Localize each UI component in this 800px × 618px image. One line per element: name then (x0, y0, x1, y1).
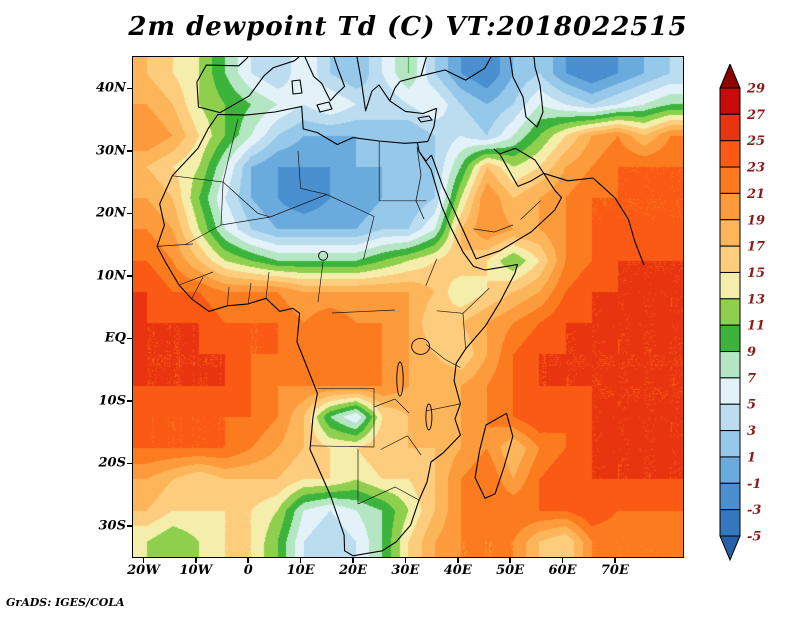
colorbar: 29 27 25 23 21 19 17 15 13 11 9 7 5 3 1 -1 -3 -5 (719, 64, 765, 562)
x-tick-mark (352, 557, 354, 563)
colorbar-segment (719, 219, 741, 247)
y-tick-mark (127, 400, 133, 402)
x-tick-mark (195, 557, 197, 563)
colorbar-segment (719, 377, 741, 405)
colorbar-segment (719, 298, 741, 326)
y-tick-label: 40N (96, 80, 126, 96)
colorbar-label: 27 (746, 108, 765, 123)
colorbar-segment (719, 192, 741, 221)
colorbar-segment (719, 324, 741, 353)
y-tick-label: 20N (96, 205, 126, 221)
credit-text: GrADS: IGES/COLA (6, 596, 125, 609)
y-tick-mark (127, 275, 133, 277)
map-plot-area (132, 56, 684, 558)
y-tick-label: 20S (98, 455, 126, 471)
colorbar-segment (719, 351, 741, 379)
y-tick-label: 10S (98, 393, 126, 409)
y-tick-mark (127, 87, 133, 89)
y-tick-label: 30N (96, 143, 126, 159)
x-tick-mark (457, 557, 459, 563)
x-tick-label: 20E (339, 563, 367, 578)
x-tick-label: 30E (391, 563, 420, 578)
y-tick-label: EQ (104, 330, 126, 346)
x-tick-mark (509, 557, 511, 563)
colorbar-arrow-up (719, 64, 741, 89)
colorbar-label: 29 (746, 82, 765, 97)
colorbar-label: 25 (746, 134, 765, 149)
colorbar-label: 7 (747, 371, 756, 386)
colorbar-segment (719, 509, 741, 537)
x-tick-label: 0 (243, 563, 253, 578)
y-tick-mark (127, 337, 133, 339)
colorbar-label: 9 (747, 345, 756, 360)
x-tick-label: 20W (127, 563, 160, 578)
chart-title: 2m dewpoint Td (C) VT:2018022515 (128, 12, 688, 42)
colorbar-label: 1 (747, 450, 756, 465)
x-tick-label: 10E (286, 563, 315, 578)
y-tick-mark (127, 525, 133, 527)
x-tick-label: 50E (496, 563, 525, 578)
x-tick-mark (614, 557, 616, 563)
y-tick-mark (127, 212, 133, 214)
x-tick-label: 10W (179, 563, 213, 578)
y-tick-mark (127, 462, 133, 464)
colorbar-segment (719, 245, 741, 273)
colorbar-segment (719, 113, 741, 142)
colorbar-label: 23 (746, 161, 765, 176)
x-tick-mark (299, 557, 302, 563)
x-tick-mark (404, 557, 407, 563)
colorbar-label: 11 (747, 319, 765, 334)
colorbar-label: -3 (747, 503, 761, 518)
colorbar-segment (719, 403, 741, 432)
colorbar-label: -5 (747, 530, 761, 545)
x-tick-mark (142, 557, 145, 563)
x-tick-label: 70E (600, 563, 629, 578)
dewpoint-field-canvas (133, 57, 683, 557)
colorbar-label: 15 (747, 266, 765, 281)
colorbar-segment (719, 430, 741, 458)
colorbar-segment (719, 482, 741, 511)
colorbar-label: 17 (747, 240, 765, 255)
colorbar-segment (719, 456, 741, 484)
y-tick-mark (127, 150, 133, 152)
colorbar-label: -1 (747, 477, 761, 492)
colorbar-segment (719, 140, 741, 168)
colorbar-segment (719, 166, 741, 194)
colorbar-arrow-down (719, 535, 741, 562)
x-tick-label: 40E (443, 563, 472, 578)
colorbar-label: 5 (747, 398, 756, 413)
colorbar-label: 3 (747, 424, 756, 439)
colorbar-label: 13 (747, 292, 765, 307)
x-tick-mark (561, 557, 564, 563)
colorbar-label: 21 (746, 187, 765, 202)
colorbar-segment (719, 271, 741, 300)
x-tick-mark (247, 557, 249, 563)
y-tick-label: 30S (98, 518, 126, 534)
x-tick-label: 60E (548, 563, 577, 578)
y-tick-label: 10N (96, 268, 126, 284)
colorbar-label: 19 (747, 213, 765, 228)
colorbar-segment (719, 87, 741, 115)
